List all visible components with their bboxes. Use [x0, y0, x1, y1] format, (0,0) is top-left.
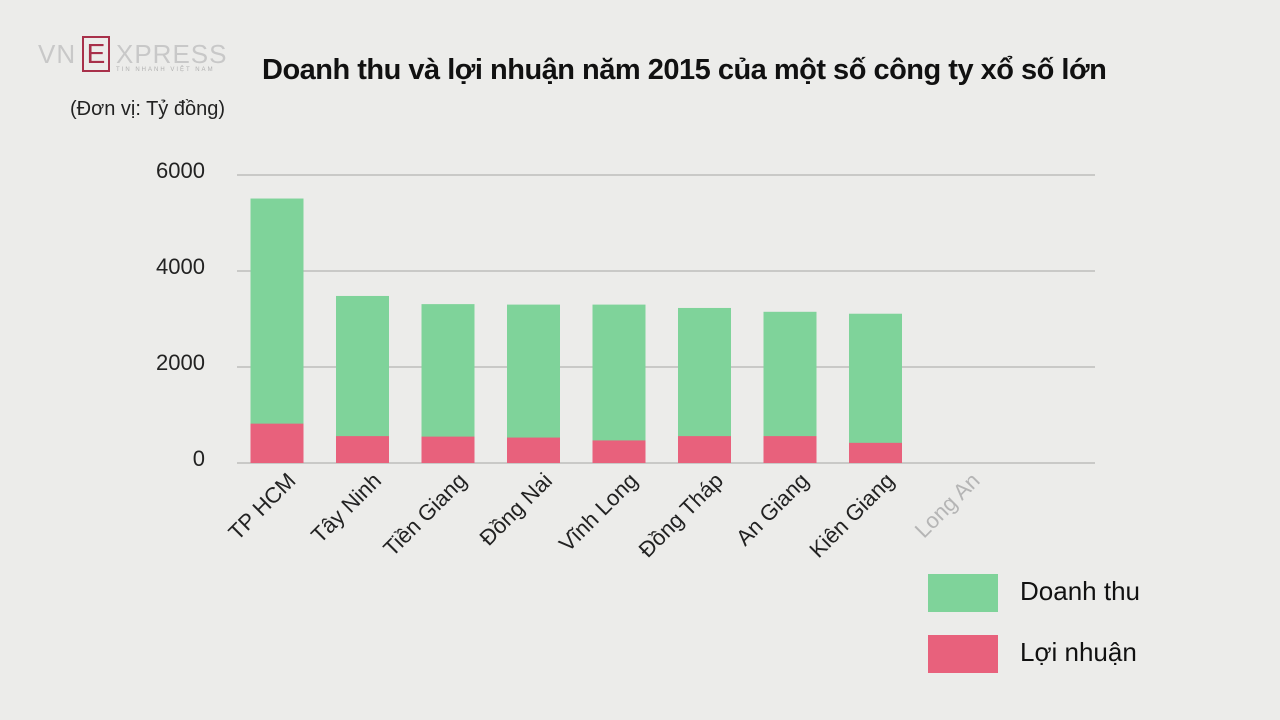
bar-loi-nhuan: [593, 440, 646, 463]
x-tick-label: Tiền Giang: [378, 468, 471, 561]
x-tick-label: Kiên Giang: [804, 468, 899, 563]
x-tick-label: Tây Ninh: [306, 468, 386, 548]
y-tick-label: 2000: [156, 350, 205, 375]
y-tick-label: 4000: [156, 254, 205, 279]
x-tick-label: Long An: [910, 468, 985, 543]
legend-label-revenue: Doanh thu: [1020, 576, 1140, 607]
bar-doanh-thu: [849, 314, 902, 463]
bar-loi-nhuan: [849, 443, 902, 463]
bar-loi-nhuan: [251, 424, 304, 463]
bar-loi-nhuan: [678, 436, 731, 463]
x-tick-label: TP HCM: [224, 468, 301, 545]
x-tick-label: Đồng Tháp: [634, 468, 728, 562]
bar-doanh-thu: [593, 305, 646, 463]
legend-swatch-profit: [928, 635, 998, 673]
legend-swatch-revenue: [928, 574, 998, 612]
bar-loi-nhuan: [336, 436, 389, 463]
bar-loi-nhuan: [764, 436, 817, 463]
x-tick-label: An Giang: [731, 468, 814, 551]
x-tick-label: Vĩnh Long: [554, 468, 643, 557]
y-tick-label: 0: [193, 446, 205, 471]
bar-loi-nhuan: [422, 437, 475, 463]
legend-label-profit: Lợi nhuận: [1020, 637, 1137, 668]
y-tick-label: 6000: [156, 158, 205, 183]
bar-loi-nhuan: [507, 438, 560, 463]
x-tick-label: Đồng Nai: [475, 468, 558, 551]
bar-doanh-thu: [251, 199, 304, 463]
